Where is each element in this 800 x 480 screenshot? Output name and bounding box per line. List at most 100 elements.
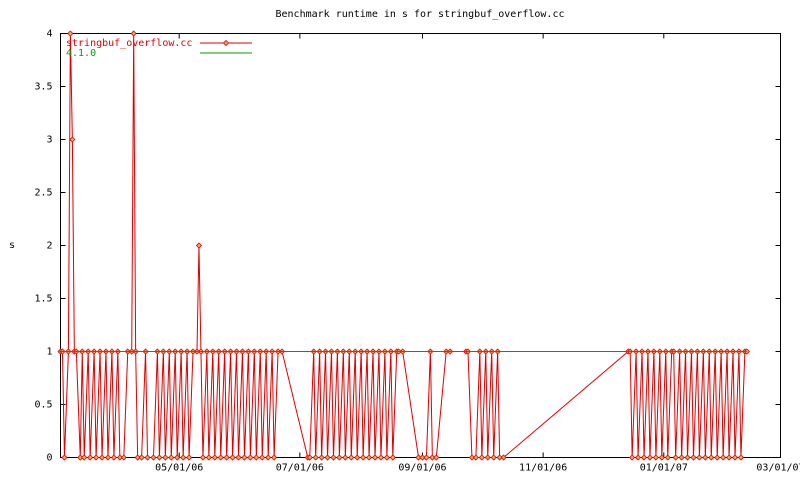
data-point bbox=[120, 454, 127, 461]
data-point bbox=[354, 454, 361, 461]
data-point bbox=[61, 454, 68, 461]
data-point bbox=[684, 454, 691, 461]
x-tick-label: 03/01/07 bbox=[756, 463, 800, 474]
data-point bbox=[247, 454, 254, 461]
y-tick-label: 1.5 bbox=[34, 294, 52, 305]
data-point bbox=[629, 454, 636, 461]
data-point bbox=[490, 454, 497, 461]
y-tick-label: 1 bbox=[46, 347, 52, 358]
x-tick-label: 01/01/07 bbox=[640, 463, 688, 474]
data-point bbox=[672, 454, 679, 461]
y-tick-label: 3.5 bbox=[34, 82, 52, 93]
data-point bbox=[423, 454, 430, 461]
data-point bbox=[640, 454, 648, 461]
y-tick-label: 3 bbox=[46, 135, 52, 146]
data-point bbox=[217, 454, 224, 461]
data-point bbox=[472, 454, 479, 461]
data-point bbox=[702, 454, 709, 461]
data-point bbox=[726, 454, 733, 461]
data-point bbox=[134, 454, 141, 461]
data-point bbox=[720, 454, 727, 461]
data-point bbox=[235, 454, 242, 461]
data-point bbox=[98, 454, 106, 461]
data-point bbox=[496, 454, 503, 461]
data-point bbox=[731, 454, 739, 461]
data-point bbox=[104, 454, 112, 461]
data-point bbox=[500, 454, 507, 461]
data-point bbox=[223, 454, 230, 461]
data-point bbox=[265, 454, 272, 461]
y-tick-label: 0 bbox=[46, 453, 52, 464]
data-point bbox=[433, 454, 440, 461]
data-point bbox=[658, 454, 665, 461]
data-point bbox=[348, 454, 355, 461]
data-point bbox=[324, 454, 331, 461]
data-point bbox=[468, 454, 475, 461]
data-point bbox=[478, 454, 485, 461]
data-point bbox=[199, 454, 206, 461]
y-tick-label: 0.5 bbox=[34, 400, 52, 411]
data-point bbox=[737, 454, 745, 461]
data-point bbox=[110, 454, 117, 461]
data-point bbox=[138, 454, 145, 461]
x-tick-label: 07/01/06 bbox=[276, 463, 324, 474]
y-tick-label: 2 bbox=[46, 241, 52, 252]
y-tick-label: 4 bbox=[46, 29, 52, 40]
data-point bbox=[419, 454, 426, 461]
data-point bbox=[743, 348, 750, 355]
data-point bbox=[253, 454, 260, 461]
data-point bbox=[336, 454, 343, 461]
data-point bbox=[116, 454, 123, 461]
data-point bbox=[87, 454, 94, 461]
data-point bbox=[162, 454, 169, 461]
data-point bbox=[429, 454, 436, 461]
data-point bbox=[205, 454, 212, 461]
data-point bbox=[690, 454, 697, 461]
data-point bbox=[652, 454, 659, 461]
data-point bbox=[678, 454, 685, 461]
x-tick-label: 09/01/06 bbox=[398, 463, 446, 474]
data-point bbox=[646, 454, 654, 461]
data-point bbox=[708, 454, 715, 461]
data-point bbox=[93, 454, 100, 461]
data-point bbox=[156, 454, 163, 461]
data-point bbox=[484, 454, 491, 461]
data-point bbox=[330, 454, 337, 461]
data-point bbox=[69, 136, 76, 143]
chart-title: Benchmark runtime in s for stringbuf_ove… bbox=[276, 9, 565, 20]
data-point bbox=[360, 454, 367, 461]
data-point bbox=[271, 454, 278, 461]
data-point bbox=[696, 454, 703, 461]
data-point bbox=[389, 454, 396, 461]
data-point bbox=[342, 454, 349, 461]
data-point bbox=[371, 454, 379, 461]
x-tick-label: 05/01/06 bbox=[155, 463, 203, 474]
data-point bbox=[383, 454, 390, 461]
data-point bbox=[664, 454, 671, 461]
data-point bbox=[229, 454, 236, 461]
data-point bbox=[77, 454, 84, 461]
data-point bbox=[186, 454, 193, 461]
data-point bbox=[714, 454, 721, 461]
data-point bbox=[150, 454, 157, 461]
data-point bbox=[174, 454, 181, 461]
legend-label: stringbuf_overflow.cc bbox=[66, 38, 192, 49]
data-point bbox=[312, 454, 319, 461]
data-point bbox=[241, 454, 248, 461]
data-point bbox=[144, 454, 151, 461]
data-point bbox=[195, 242, 203, 249]
legend-label: 4.1.0 bbox=[66, 48, 96, 59]
data-point bbox=[130, 30, 137, 37]
data-point bbox=[366, 454, 373, 461]
data-point bbox=[635, 454, 642, 461]
data-point bbox=[168, 454, 175, 461]
legend-marker bbox=[222, 39, 230, 47]
data-point bbox=[318, 454, 325, 461]
y-tick-label: 2.5 bbox=[34, 188, 52, 199]
data-point bbox=[81, 454, 88, 461]
data-point bbox=[306, 454, 313, 461]
data-point bbox=[377, 454, 385, 461]
